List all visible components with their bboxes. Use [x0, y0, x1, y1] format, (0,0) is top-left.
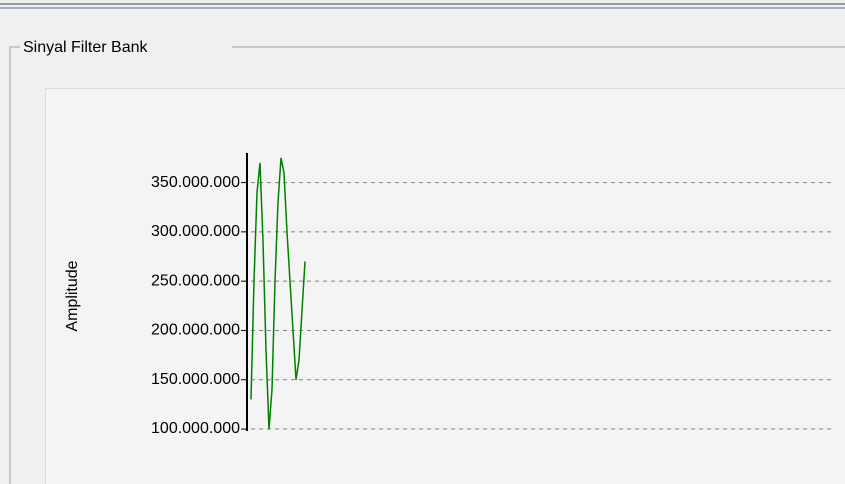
group-box-border [9, 46, 845, 484]
y-tick-label: 150.000.000 [151, 371, 240, 388]
y-tick-label: 100.000.000 [151, 420, 240, 437]
y-tick-label: 200.000.000 [151, 322, 240, 339]
y-tick-label: 250.000.000 [151, 272, 240, 289]
data-line [250, 157, 306, 430]
group-box-title: Sinyal Filter Bank [23, 39, 148, 56]
y-axis-label: Amplitude [64, 260, 81, 331]
y-tick-label: 350.000.000 [151, 174, 240, 191]
y-tick-label: 300.000.000 [151, 223, 240, 240]
chart-panel [45, 88, 845, 484]
